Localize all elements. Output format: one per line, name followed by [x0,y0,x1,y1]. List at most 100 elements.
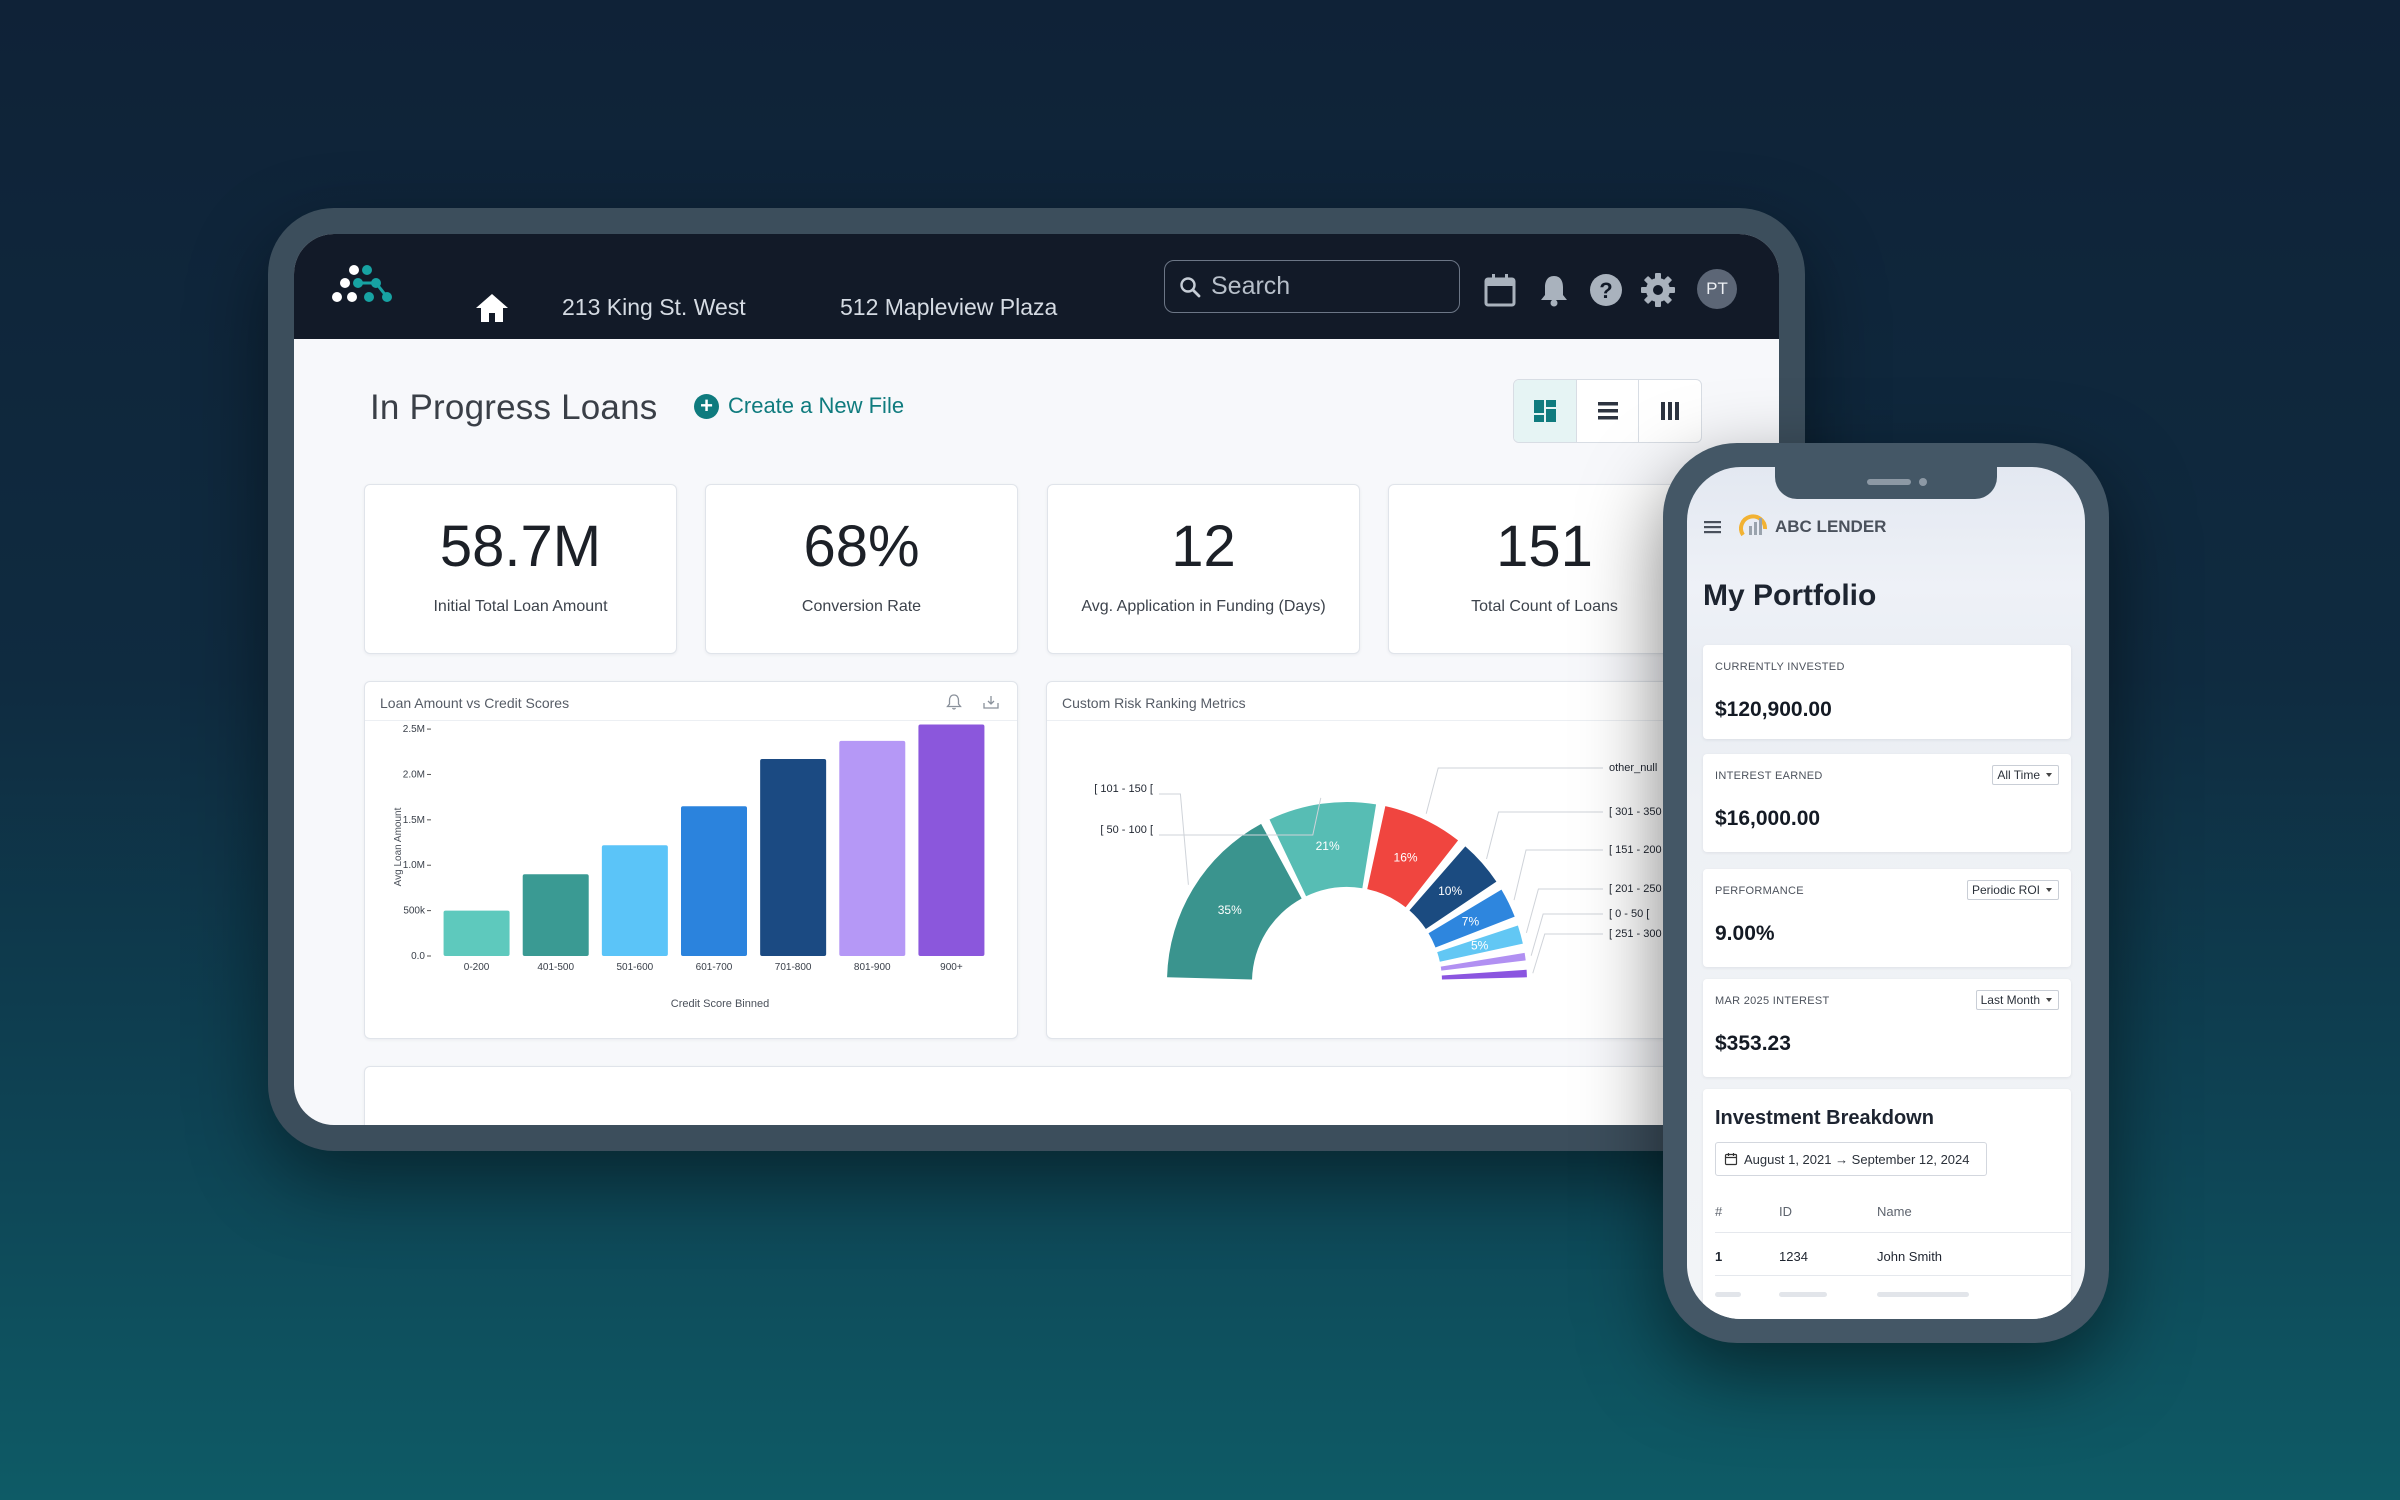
x-tick-label: 601-700 [696,962,733,973]
x-tick-label: 801-900 [854,962,891,973]
slice-category-label: [ 301 - 350 [1609,806,1662,818]
search-input[interactable] [1211,272,1431,301]
slice-category-label: [ 101 - 150 [ [1094,783,1153,795]
portfolio-title: My Portfolio [1703,579,1877,612]
donut-slice[interactable] [1437,925,1523,962]
bar-601-700[interactable] [681,806,747,956]
calendar-icon [1724,1153,1738,1166]
donut-slice[interactable] [1440,952,1526,971]
x-axis-label: Credit Score Binned [671,998,769,1010]
slice-category-label: [ 0 - 50 [ [1609,908,1649,920]
hamburger-menu-icon[interactable] [1703,517,1723,537]
donut-slice[interactable] [1367,806,1459,908]
dashboard-grid-icon [1533,400,1556,422]
user-avatar[interactable]: PT [1697,269,1737,309]
brand-name: ABC LENDER [1775,517,1887,536]
help-icon[interactable]: ? [1588,272,1624,308]
list-view-button[interactable] [1577,380,1640,442]
donut-slice[interactable] [1409,846,1497,930]
table-divider [1715,1232,2071,1233]
card-value: 9.00% [1715,922,1775,945]
bell-icon[interactable] [1536,272,1572,308]
grid-view-button[interactable] [1514,380,1577,442]
date-range-picker[interactable]: August 1, 2021 → September 12, 2024 [1715,1142,1987,1176]
placeholder-row-bar [1877,1292,1969,1297]
home-icon[interactable] [474,292,510,324]
slice-category-label: [ 201 - 250 [1609,883,1662,895]
kpi-label: Total Count of Loans [1471,598,1618,615]
card-label: CURRENTLY INVESTED [1715,661,1845,673]
time-range-select[interactable]: All Time [1992,765,2059,785]
bar-701-800[interactable] [760,759,827,956]
x-tick-label: 401-500 [537,962,574,973]
search-icon [1180,276,1201,297]
kpi-card-total-count-loans[interactable]: 151 Total Count of Loans [1388,484,1701,654]
kpi-value: 68% [803,514,920,579]
leader-line [1159,793,1189,885]
leader-line [1486,811,1603,860]
donut-slice[interactable] [1428,889,1515,948]
bar-900+[interactable] [918,724,985,956]
bar-401-500[interactable] [522,874,589,956]
top-navigation-bar: 213 King St. West 512 Mapleview Plaza [294,234,1779,339]
calendar-icon[interactable] [1482,272,1518,308]
card-value: $120,900.00 [1715,698,1832,721]
slice-category-label: [ 151 - 200 [1609,844,1662,856]
bar-0-200[interactable] [443,910,510,956]
mobile-screen: ABC LENDER My Portfolio CURRENTLY INVEST… [1687,467,2085,1319]
nav-link-mapleview[interactable]: 512 Mapleview Plaza [840,294,1058,320]
tablet-frame: 213 King St. West 512 Mapleview Plaza [268,208,1805,1151]
row-id: 1234 [1779,1249,1808,1264]
leader-line [1525,888,1603,934]
list-icon [1597,402,1618,420]
card-label: INTEREST EARNED [1715,770,1823,782]
performance-metric-select[interactable]: Periodic ROI [1966,880,2059,900]
phone-notch [1775,467,1997,499]
card-label: MAR 2025 INTEREST [1715,995,1830,1007]
leader-line [1513,849,1603,901]
abc-lender-logo-icon [1739,514,1767,537]
search-box[interactable] [1164,260,1460,313]
columns-icon [1661,402,1680,420]
bar-501-600[interactable] [601,845,668,956]
period-select[interactable]: Last Month [1975,990,2059,1010]
bell-icon[interactable] [945,693,963,711]
date-range-text: August 1, 2021 → September 12, 2024 [1744,1151,1970,1167]
kpi-card-conversion-rate[interactable]: 68% Conversion Rate [705,484,1018,654]
dashboard-screen: 213 King St. West 512 Mapleview Plaza [294,234,1779,1125]
create-new-file-button[interactable]: + Create a New File [694,393,904,419]
donut-slice[interactable] [1441,969,1527,980]
currently-invested-card: CURRENTLY INVESTED $120,900.00 [1703,645,2071,739]
nav-link-king-st[interactable]: 213 King St. West [562,294,746,320]
slice-value-label: 10% [1438,884,1462,898]
y-axis-label: Avg Loan Amount [393,807,404,886]
bar-chart: Avg Loan Amount Credit Score Binned 0.0 5… [393,724,985,1010]
download-icon[interactable] [982,693,1000,711]
donut-slice[interactable] [1167,823,1302,980]
chevron-down-icon [2046,888,2052,892]
risk-ranking-chart-card: Custom Risk Ranking Metrics 35% [ 101 - 1… [1046,681,1779,1039]
interest-earned-card: INTEREST EARNED All Time $16,000.00 [1703,754,2071,852]
kpi-value: 12 [1171,514,1236,579]
half-donut-chart: 35% [ 101 - 150 [21% [ 50 - 100 [16% other_… [1094,762,1662,980]
chart-title: Loan Amount vs Credit Scores [380,695,570,711]
kpi-card-total-loan-amount[interactable]: 58.7M Initial Total Loan Amount [364,484,677,654]
phone-speaker [1867,479,1911,485]
slice-value-label: 21% [1316,839,1340,853]
slice-value-label: 5% [1471,939,1489,953]
row-name: John Smith [1877,1249,1943,1264]
slice-category-label: [ 251 - 300 [1609,928,1662,940]
kpi-card-avg-application-funding[interactable]: 12 Avg. Application in Funding (Days) [1047,484,1360,654]
monthly-interest-card: MAR 2025 INTEREST Last Month $353.23 [1703,979,2071,1077]
card-value: $16,000.00 [1715,807,1821,830]
leader-line [1532,933,1603,974]
bar-801-900[interactable] [839,740,906,956]
kpi-label: Conversion Rate [801,598,922,615]
slice-value-label: 35% [1218,903,1242,917]
donut-slice[interactable] [1269,802,1377,897]
app-logo-icon[interactable] [332,264,404,312]
select-value: Periodic ROI [1971,883,2040,897]
card-header-divider [365,720,1017,721]
column-view-button[interactable] [1639,380,1701,442]
settings-gear-icon[interactable] [1640,272,1676,308]
